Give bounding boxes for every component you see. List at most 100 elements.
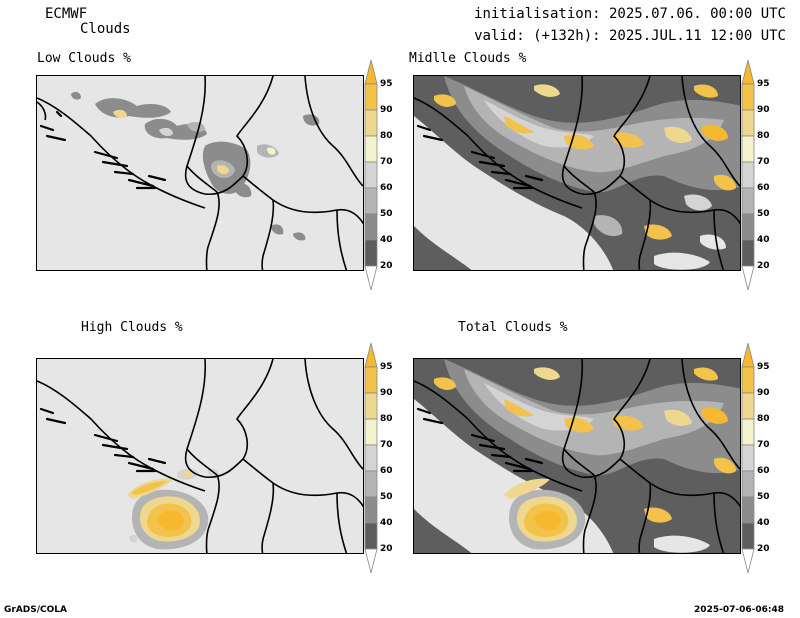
cloud-field-high [127,468,219,550]
colorbar-level-label: 70 [380,440,393,450]
high-clouds-map [37,359,363,553]
map-panel-high-clouds [36,358,364,554]
colorbar-swatch [741,496,755,524]
colorbar-swatch [364,239,378,267]
colorbar-swatch [364,161,378,189]
colorbar-level-label: 20 [757,544,770,554]
colorbar-over-95-triangle [364,59,378,85]
colorbar-swatch [364,83,378,111]
colorbar-level-label: 90 [380,388,393,398]
colorbar-swatch [364,522,378,550]
map-panel-middle-clouds [413,75,741,271]
colorbar-swatch [741,418,755,446]
colorbar-level-label: 60 [757,466,770,476]
colorbar-swatch [741,522,755,550]
borders-low [37,76,363,270]
model-name: ECMWF [45,6,88,22]
colorbar-level-label: 80 [757,131,770,141]
colorbar-middle: 95 90 80 70 60 50 40 20 [741,59,773,291]
colorbar-level-label: 20 [757,261,770,271]
colorbar-swatch [364,366,378,394]
colorbar-level-label: 50 [757,209,770,219]
colorbar-level-label: 80 [380,131,393,141]
islands-total [416,407,544,473]
panel-title-middle: Midlle Clouds % [409,51,527,66]
colorbar-level-label: 20 [380,261,393,271]
borders-high [37,359,363,553]
colorbar-swatch [364,109,378,137]
initialisation-time: initialisation: 2025.07.06. 00:00 UTC [474,6,786,22]
colorbar-level-label: 70 [757,157,770,167]
colorbar-level-label: 90 [380,105,393,115]
product-name: Clouds [80,21,131,37]
colorbar-level-label: 50 [757,492,770,502]
footer-software-credit: GrADS/COLA [4,605,67,615]
panel-title-total: Total Clouds % [458,320,568,335]
colorbar-swatch [741,83,755,111]
low-clouds-map [37,76,363,270]
colorbar-level-label: 95 [380,362,393,372]
colorbar-swatch [741,161,755,189]
colorbar-level-label: 90 [757,388,770,398]
colorbar-swatch [741,470,755,498]
map-panel-total-clouds [413,358,741,554]
colorbar-swatch [741,213,755,241]
cloud-field-middle [414,76,740,270]
colorbar-swatch [364,187,378,215]
colorbar-swatch [364,418,378,446]
colorbar-under-20-triangle [741,548,755,574]
colorbar-swatch [741,135,755,163]
colorbar-total: 95 90 80 70 60 50 40 20 [741,342,773,574]
colorbar-swatch [364,496,378,524]
colorbar-level-label: 95 [757,79,770,89]
borders-middle [414,76,740,270]
colorbar-level-label: 80 [757,414,770,424]
colorbar-level-label: 60 [380,466,393,476]
colorbar-swatch [364,135,378,163]
islands-middle [416,124,544,190]
colorbar-high: 95 90 80 70 60 50 40 20 [364,342,396,574]
colorbar-swatch [364,470,378,498]
colorbar-level-label: 90 [757,105,770,115]
middle-clouds-map [414,76,740,270]
colorbar-swatch [364,392,378,420]
colorbar-level-label: 60 [757,183,770,193]
map-panel-low-clouds [36,75,364,271]
colorbar-swatch [741,239,755,267]
colorbar-low: 95 90 80 70 60 50 40 20 [364,59,396,291]
colorbar-level-label: 40 [757,518,770,528]
colorbar-swatch [741,187,755,215]
colorbar-level-label: 70 [757,440,770,450]
colorbar-level-label: 40 [380,518,393,528]
colorbar-swatch [364,213,378,241]
borders-total [414,359,740,553]
colorbar-over-95-triangle [741,342,755,368]
cloud-field-low [71,91,320,241]
colorbar-level-label: 50 [380,209,393,219]
total-clouds-map [414,359,740,553]
colorbar-scale [364,59,378,291]
colorbar-swatch [364,444,378,472]
colorbar-level-label: 95 [757,362,770,372]
colorbar-level-label: 80 [380,414,393,424]
colorbar-swatch [741,366,755,394]
colorbar-under-20-triangle [741,265,755,291]
colorbar-swatch [741,392,755,420]
colorbar-under-20-triangle [364,265,378,291]
colorbar-level-label: 40 [757,235,770,245]
colorbar-over-95-triangle [741,59,755,85]
colorbar-level-label: 20 [380,544,393,554]
panel-title-low: Low Clouds % [37,51,131,66]
panel-title-high: High Clouds % [81,320,183,335]
colorbar-level-label: 60 [380,183,393,193]
colorbar-swatch [741,444,755,472]
colorbar-under-20-triangle [364,548,378,574]
colorbar-level-label: 95 [380,79,393,89]
colorbar-level-label: 50 [380,492,393,502]
colorbar-level-label: 70 [380,157,393,167]
colorbar-over-95-triangle [364,342,378,368]
valid-time: valid: (+132h): 2025.JUL.11 12:00 UTC [474,28,786,44]
colorbar-scale [741,59,755,291]
colorbar-scale [741,342,755,574]
islands-high [39,407,167,473]
